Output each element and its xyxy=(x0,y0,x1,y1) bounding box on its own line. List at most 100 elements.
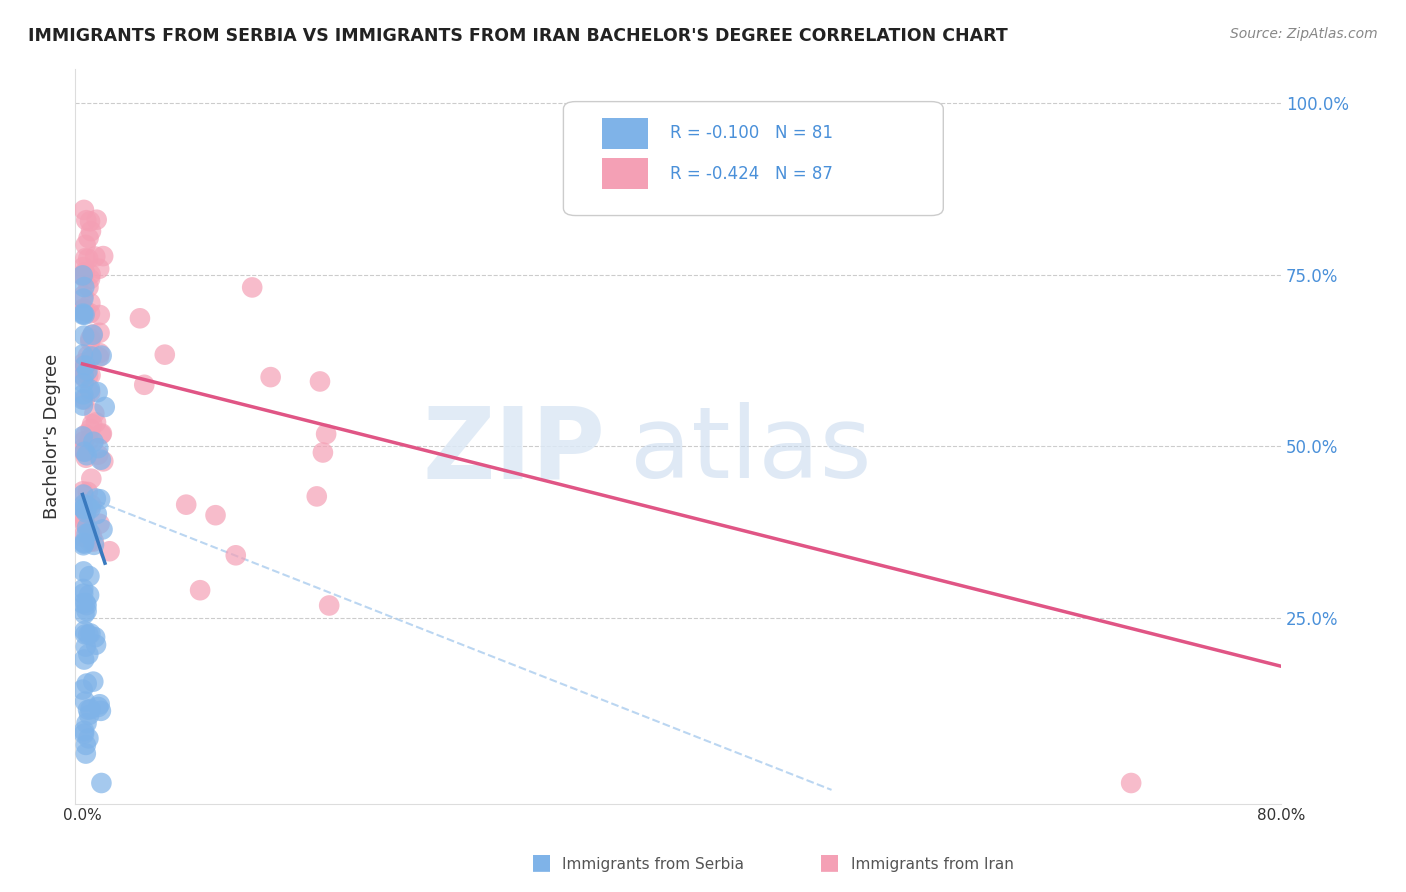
Point xyxy=(72,268,94,283)
Point xyxy=(84,638,107,652)
Point xyxy=(76,526,98,541)
Point xyxy=(259,370,281,384)
Point xyxy=(75,366,97,380)
Point xyxy=(72,301,94,316)
Text: IMMIGRANTS FROM SERBIA VS IMMIGRANTS FROM IRAN BACHELOR'S DEGREE CORRELATION CHA: IMMIGRANTS FROM SERBIA VS IMMIGRANTS FRO… xyxy=(28,27,1008,45)
Point xyxy=(79,422,101,436)
Point xyxy=(86,507,108,521)
FancyBboxPatch shape xyxy=(564,102,943,216)
Point xyxy=(82,417,104,432)
Point xyxy=(73,502,96,516)
Point xyxy=(73,509,96,524)
Point xyxy=(72,288,94,302)
Point xyxy=(79,332,101,346)
Point xyxy=(73,727,96,741)
Point xyxy=(76,364,98,378)
Point xyxy=(79,272,101,286)
Point xyxy=(73,444,96,458)
Text: Source: ZipAtlas.com: Source: ZipAtlas.com xyxy=(1230,27,1378,41)
Point xyxy=(77,231,100,245)
Point xyxy=(93,400,115,414)
Point xyxy=(79,306,101,320)
Point xyxy=(75,304,97,318)
Point xyxy=(75,627,97,641)
Point xyxy=(72,260,94,275)
Text: R = -0.424   N = 87: R = -0.424 N = 87 xyxy=(669,165,832,183)
Point xyxy=(73,514,96,528)
Point xyxy=(76,598,98,612)
Point xyxy=(77,434,100,448)
Point xyxy=(72,565,94,579)
Point xyxy=(77,252,100,266)
Point xyxy=(204,508,226,523)
Point xyxy=(72,292,94,306)
Point xyxy=(91,454,114,468)
Point xyxy=(79,368,101,383)
Point xyxy=(87,700,110,714)
Point xyxy=(73,360,96,375)
Point xyxy=(75,747,97,761)
Point xyxy=(73,652,96,666)
Point xyxy=(73,536,96,550)
Point xyxy=(89,308,111,322)
Y-axis label: Bachelor's Degree: Bachelor's Degree xyxy=(44,353,60,518)
Point xyxy=(91,523,114,537)
Point xyxy=(318,599,340,613)
Point xyxy=(82,327,104,342)
Point xyxy=(77,353,100,368)
Point xyxy=(188,583,211,598)
Point xyxy=(72,538,94,552)
Point xyxy=(90,349,112,363)
Point xyxy=(73,265,96,279)
Point xyxy=(75,596,97,610)
Text: Immigrants from Serbia: Immigrants from Serbia xyxy=(562,857,744,872)
Point xyxy=(76,716,98,731)
Point xyxy=(79,268,101,282)
Point xyxy=(309,375,332,389)
Point xyxy=(73,363,96,377)
Point xyxy=(79,534,101,549)
Point xyxy=(72,484,94,499)
Point xyxy=(90,704,112,718)
Point xyxy=(75,238,97,252)
Point xyxy=(72,499,94,513)
Point xyxy=(75,251,97,265)
Point xyxy=(80,528,103,542)
Point xyxy=(75,213,97,227)
FancyBboxPatch shape xyxy=(602,158,648,189)
Point xyxy=(80,498,103,512)
Point xyxy=(72,596,94,610)
Point xyxy=(240,280,263,294)
Point xyxy=(75,738,97,752)
Point xyxy=(90,427,112,442)
Point xyxy=(153,348,176,362)
Point xyxy=(89,261,111,276)
Text: R = -0.100   N = 81: R = -0.100 N = 81 xyxy=(669,124,832,142)
Point xyxy=(90,426,112,441)
Point xyxy=(76,448,98,462)
Point xyxy=(72,368,94,383)
Text: Immigrants from Iran: Immigrants from Iran xyxy=(851,857,1014,872)
Point xyxy=(79,702,101,716)
Point xyxy=(90,776,112,790)
Text: ■: ■ xyxy=(531,853,551,872)
Point xyxy=(84,491,107,506)
Point xyxy=(87,350,110,364)
Point xyxy=(80,472,103,486)
Point xyxy=(84,250,107,264)
Point xyxy=(79,214,101,228)
Point xyxy=(72,501,94,516)
Point xyxy=(73,434,96,449)
Point xyxy=(73,624,96,638)
Point xyxy=(76,520,98,534)
Point xyxy=(72,308,94,322)
Point xyxy=(80,224,103,238)
Point xyxy=(72,682,94,697)
Point xyxy=(73,516,96,531)
Point xyxy=(72,376,94,390)
Point xyxy=(72,587,94,601)
Point xyxy=(77,703,100,717)
Point xyxy=(83,538,105,552)
Text: ZIP: ZIP xyxy=(423,402,606,500)
Point xyxy=(79,382,101,396)
